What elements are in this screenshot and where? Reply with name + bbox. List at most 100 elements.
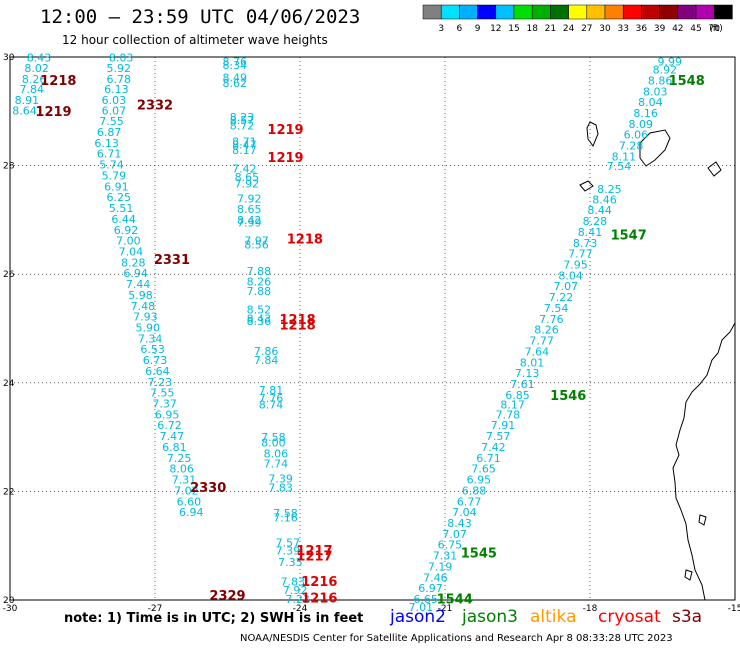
time-label: 1217 [296, 544, 332, 559]
colorbar-tick: 18 [526, 24, 538, 34]
wave-height-value: 7.92 [235, 178, 260, 191]
wave-height-value: 7.19 [428, 560, 453, 573]
wave-height-value: 6.77 [457, 495, 482, 508]
wave-height-value: 7.97 [244, 235, 269, 248]
wave-height-value: 8.26 [247, 275, 272, 288]
colorbar-swatch [677, 4, 697, 20]
wave-height-value: 8.62 [223, 77, 248, 90]
wave-height-value: 6.71 [476, 452, 501, 465]
x-tick-label: -21 [438, 604, 453, 614]
wave-height-value: 7.42 [481, 441, 506, 454]
wave-height-value: 7.58 [273, 507, 298, 520]
wave-height-value: 7.58 [261, 431, 286, 444]
wave-height-value: 7.22 [549, 291, 574, 304]
time-label: 2330 [190, 481, 226, 496]
wave-height-value: 8.92 [653, 64, 678, 77]
wave-height-value: 6.60 [177, 495, 202, 508]
wave-height-value: 8.42 [237, 214, 262, 227]
wave-height-value: 6.94 [123, 267, 148, 280]
wave-height-value: 6.65 [413, 593, 438, 606]
wave-height-value: 8.26 [22, 73, 47, 86]
colorbar-tick: 21 [545, 24, 556, 34]
wave-height-value: 5.74 [99, 159, 124, 172]
colorbar-tick: 12 [490, 24, 501, 34]
wave-height-value: 7.04 [452, 506, 477, 519]
wave-height-value: 8.34 [223, 59, 248, 72]
time-label: 2331 [154, 253, 190, 268]
wave-height-value: 6.73 [143, 354, 168, 367]
wave-height-value: 5.79 [102, 169, 127, 182]
wave-height-value: 8.65 [235, 171, 260, 184]
wave-height-value: 6.72 [157, 419, 182, 432]
wave-height-value: 7.81 [259, 384, 284, 397]
time-label: 1218 [287, 232, 323, 247]
colorbar-tick: 9 [475, 24, 481, 34]
wave-height-value: 6.92 [114, 224, 139, 237]
wave-height-value: 8.06 [169, 463, 194, 476]
colorbar-swatch [550, 4, 569, 20]
wave-height-value: 8.36 [247, 315, 272, 328]
colorbar-swatch [604, 4, 624, 20]
wave-height-value: 7.78 [496, 408, 521, 421]
x-tick-label: -15 [728, 604, 740, 614]
wave-height-value: 6.13 [104, 83, 129, 96]
wave-height-value: 5.90 [136, 322, 161, 335]
wave-height-value: 7.01 [409, 601, 434, 614]
island-outline [639, 129, 671, 167]
wave-height-value: 6.25 [107, 191, 132, 204]
wave-height-value: 8.86 [648, 74, 673, 87]
wave-height-value: 7.23 [148, 376, 173, 389]
wave-height-value: 7.92 [237, 192, 262, 205]
wave-height-value: 8.17 [500, 399, 525, 412]
wave-height-value: 7.86 [254, 345, 279, 358]
island-outline [707, 161, 722, 177]
wave-height-value: 8.91 [15, 94, 40, 107]
colorbar-swatch [568, 4, 588, 20]
wave-height-value: 7.07 [442, 528, 467, 541]
wave-height-value: 7.95 [563, 259, 588, 272]
wave-height-value: 8.43 [247, 312, 272, 325]
wave-height-value: 7.55 [99, 115, 124, 128]
wave-height-value: 6.81 [162, 441, 187, 454]
wave-height-value: 8.49 [223, 72, 248, 85]
time-label: 2332 [137, 98, 173, 113]
wave-height-value: 7.83 [281, 576, 306, 589]
wave-height-value: 8.74 [259, 399, 284, 412]
time-label: 1547 [611, 229, 647, 244]
wave-height-value: 8.16 [633, 107, 658, 120]
wave-height-value: 7.54 [544, 302, 569, 315]
island-outline [586, 121, 599, 148]
wave-height-value: 7.54 [607, 160, 632, 173]
colorbar-swatch [695, 4, 715, 20]
wave-height-value: 7.88 [247, 265, 272, 278]
colorbar-legend: 3 6 9 12 15 18 21 24 27 30 33 36 39 42 45 70(ft) [422, 4, 733, 34]
wave-height-value: 7.84 [254, 354, 279, 367]
wave-height-value: 7.46 [423, 571, 448, 584]
wave-height-value: 7.13 [515, 367, 540, 380]
colorbar-swatch [440, 4, 460, 20]
wave-height-value: 7.35 [278, 556, 303, 569]
wave-height-value: 7.16 [273, 512, 298, 525]
y-tick-label: 20 [3, 596, 15, 606]
time-label: 1219 [267, 123, 303, 138]
map-frame [9, 56, 736, 601]
wave-height-value: 8.28 [583, 215, 608, 228]
wave-height-value: 7.39 [268, 472, 293, 485]
wave-height-value: 7.37 [152, 398, 177, 411]
wave-height-value: 8.28 [121, 256, 146, 269]
wave-height-value: 7.34 [138, 332, 163, 345]
island-outline [698, 514, 707, 526]
wave-height-value: 8.03 [643, 85, 668, 98]
wave-height-value: 6.97 [418, 582, 443, 595]
wave-height-value: 7.92 [283, 584, 308, 597]
colorbar-tick: 33 [617, 24, 628, 34]
page-subtitle: 12 hour collection of altimeter wave hei… [62, 33, 328, 47]
satellite-legend-item: jason3 [462, 607, 518, 627]
wave-height-value: 8.65 [237, 203, 262, 216]
wave-height-value: 8.26 [534, 324, 559, 337]
wave-height-value: 7.77 [568, 248, 593, 261]
y-tick-label: 24 [3, 379, 15, 389]
time-label: 1218 [279, 318, 315, 333]
wave-height-value: 6.03 [102, 94, 127, 107]
wave-height-value: 6.94 [179, 506, 204, 519]
